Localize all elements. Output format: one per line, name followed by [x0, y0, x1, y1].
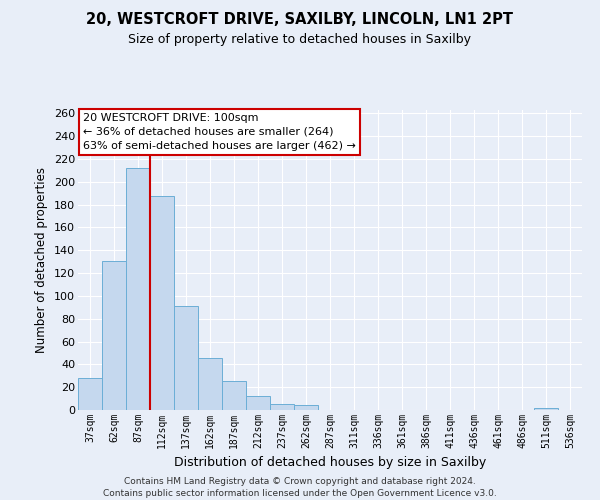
Bar [150, 196, 174, 410]
Bar [294, 406, 318, 410]
Bar [222, 382, 246, 410]
Text: Size of property relative to detached houses in Saxilby: Size of property relative to detached ho… [128, 32, 472, 46]
X-axis label: Distribution of detached houses by size in Saxilby: Distribution of detached houses by size … [174, 456, 486, 469]
Bar [270, 404, 294, 410]
Bar [126, 168, 150, 410]
Text: Contains public sector information licensed under the Open Government Licence v3: Contains public sector information licen… [103, 489, 497, 498]
Bar [246, 396, 270, 410]
Bar [198, 358, 222, 410]
Bar [174, 306, 198, 410]
Text: 20, WESTCROFT DRIVE, SAXILBY, LINCOLN, LN1 2PT: 20, WESTCROFT DRIVE, SAXILBY, LINCOLN, L… [86, 12, 514, 28]
Text: 20 WESTCROFT DRIVE: 100sqm
← 36% of detached houses are smaller (264)
63% of sem: 20 WESTCROFT DRIVE: 100sqm ← 36% of deta… [83, 113, 356, 151]
Text: Contains HM Land Registry data © Crown copyright and database right 2024.: Contains HM Land Registry data © Crown c… [124, 478, 476, 486]
Y-axis label: Number of detached properties: Number of detached properties [35, 167, 49, 353]
Bar [534, 408, 558, 410]
Bar [78, 378, 102, 410]
Bar [102, 260, 126, 410]
